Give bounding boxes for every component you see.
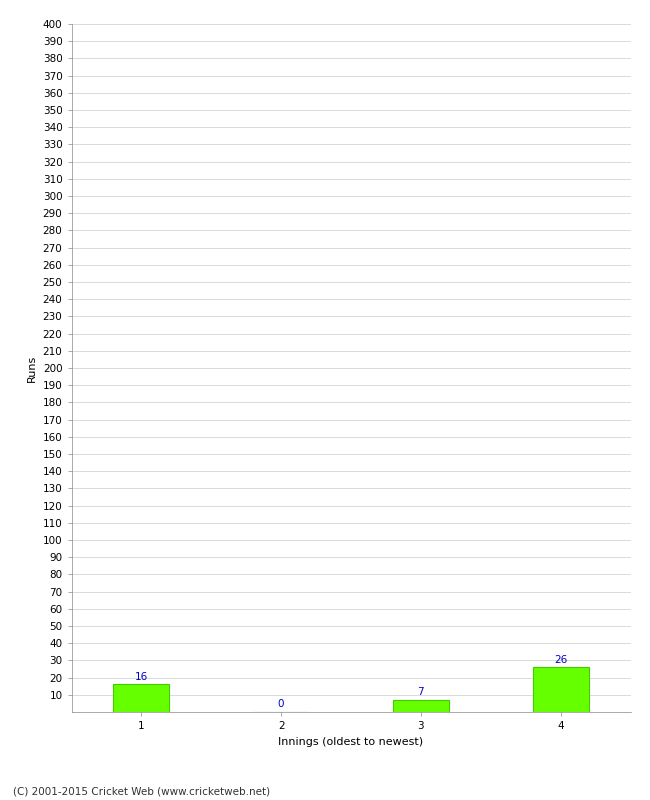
Text: 0: 0 xyxy=(278,699,285,710)
Y-axis label: Runs: Runs xyxy=(27,354,37,382)
Bar xyxy=(114,685,169,712)
Bar xyxy=(532,667,588,712)
Text: 26: 26 xyxy=(554,654,567,665)
Text: 7: 7 xyxy=(417,687,424,698)
X-axis label: Innings (oldest to newest): Innings (oldest to newest) xyxy=(278,737,424,746)
Text: 16: 16 xyxy=(135,672,148,682)
Bar xyxy=(393,700,448,712)
Text: (C) 2001-2015 Cricket Web (www.cricketweb.net): (C) 2001-2015 Cricket Web (www.cricketwe… xyxy=(13,786,270,796)
